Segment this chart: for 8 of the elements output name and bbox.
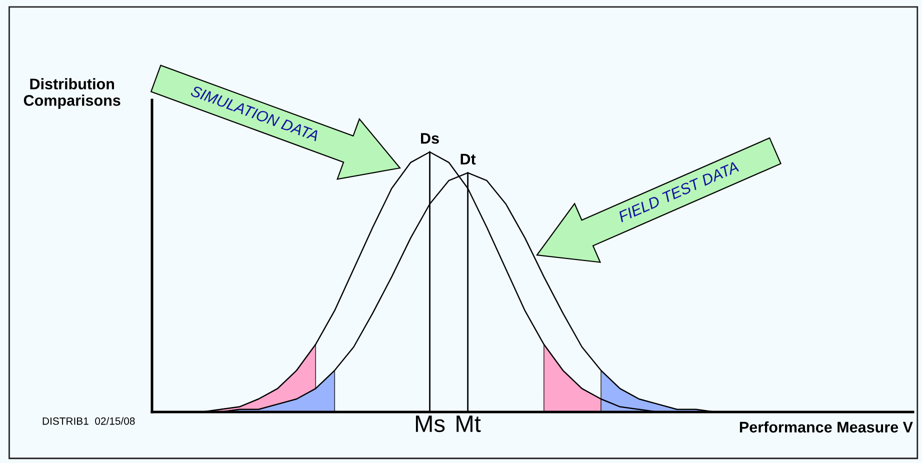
text: DISTRIB1 02/15/08	[42, 417, 135, 425]
annotation: Dt	[460, 154, 476, 165]
annotation: Ds	[421, 133, 439, 144]
x-tick-label: Ms	[416, 416, 445, 432]
y-axis-title: Distribution Comparisons	[24, 78, 120, 109]
x-axis-title: Performance Measure V	[740, 421, 913, 433]
x-tick-label: Mt	[456, 416, 481, 432]
annotation: FIELD TEST DATA	[618, 161, 740, 222]
